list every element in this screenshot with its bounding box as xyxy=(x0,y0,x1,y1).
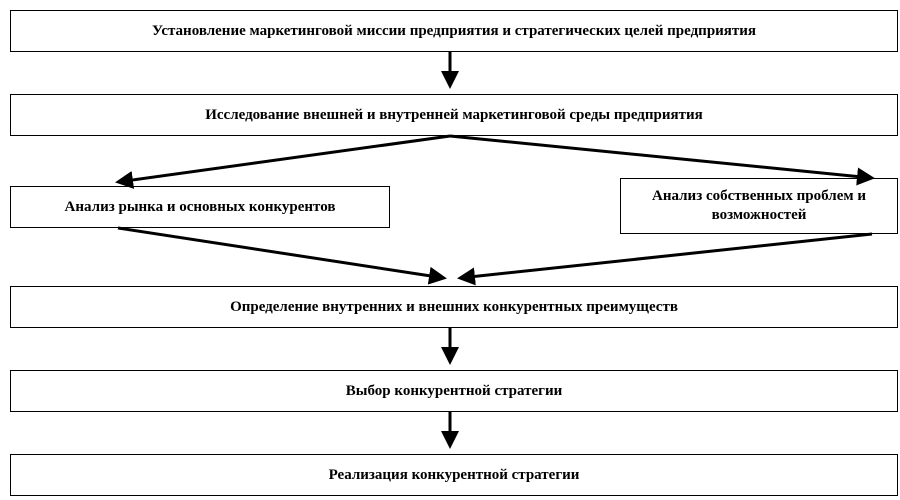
flow-node-strategy-impl: Реализация конкурентной стратегии xyxy=(10,454,898,496)
arrow-converge-right-icon xyxy=(118,228,444,278)
flow-node-research: Исследование внешней и внутренней маркет… xyxy=(10,94,898,136)
flow-node-advantages: Определение внутренних и внешних конкуре… xyxy=(10,286,898,328)
arrow-diag-left-icon xyxy=(118,136,450,182)
arrow-diag-right-icon xyxy=(450,136,872,178)
flow-arrows xyxy=(0,0,900,500)
flow-node-self-analysis: Анализ собственных проблем и возможносте… xyxy=(620,178,898,234)
flow-node-mission: Установление маркетинговой миссии предпр… xyxy=(10,10,898,52)
flow-node-strategy-choice: Выбор конкурентной стратегии xyxy=(10,370,898,412)
arrow-converge-left-icon xyxy=(460,234,872,278)
flow-node-market-analysis: Анализ рынка и основных конкурентов xyxy=(10,186,390,228)
